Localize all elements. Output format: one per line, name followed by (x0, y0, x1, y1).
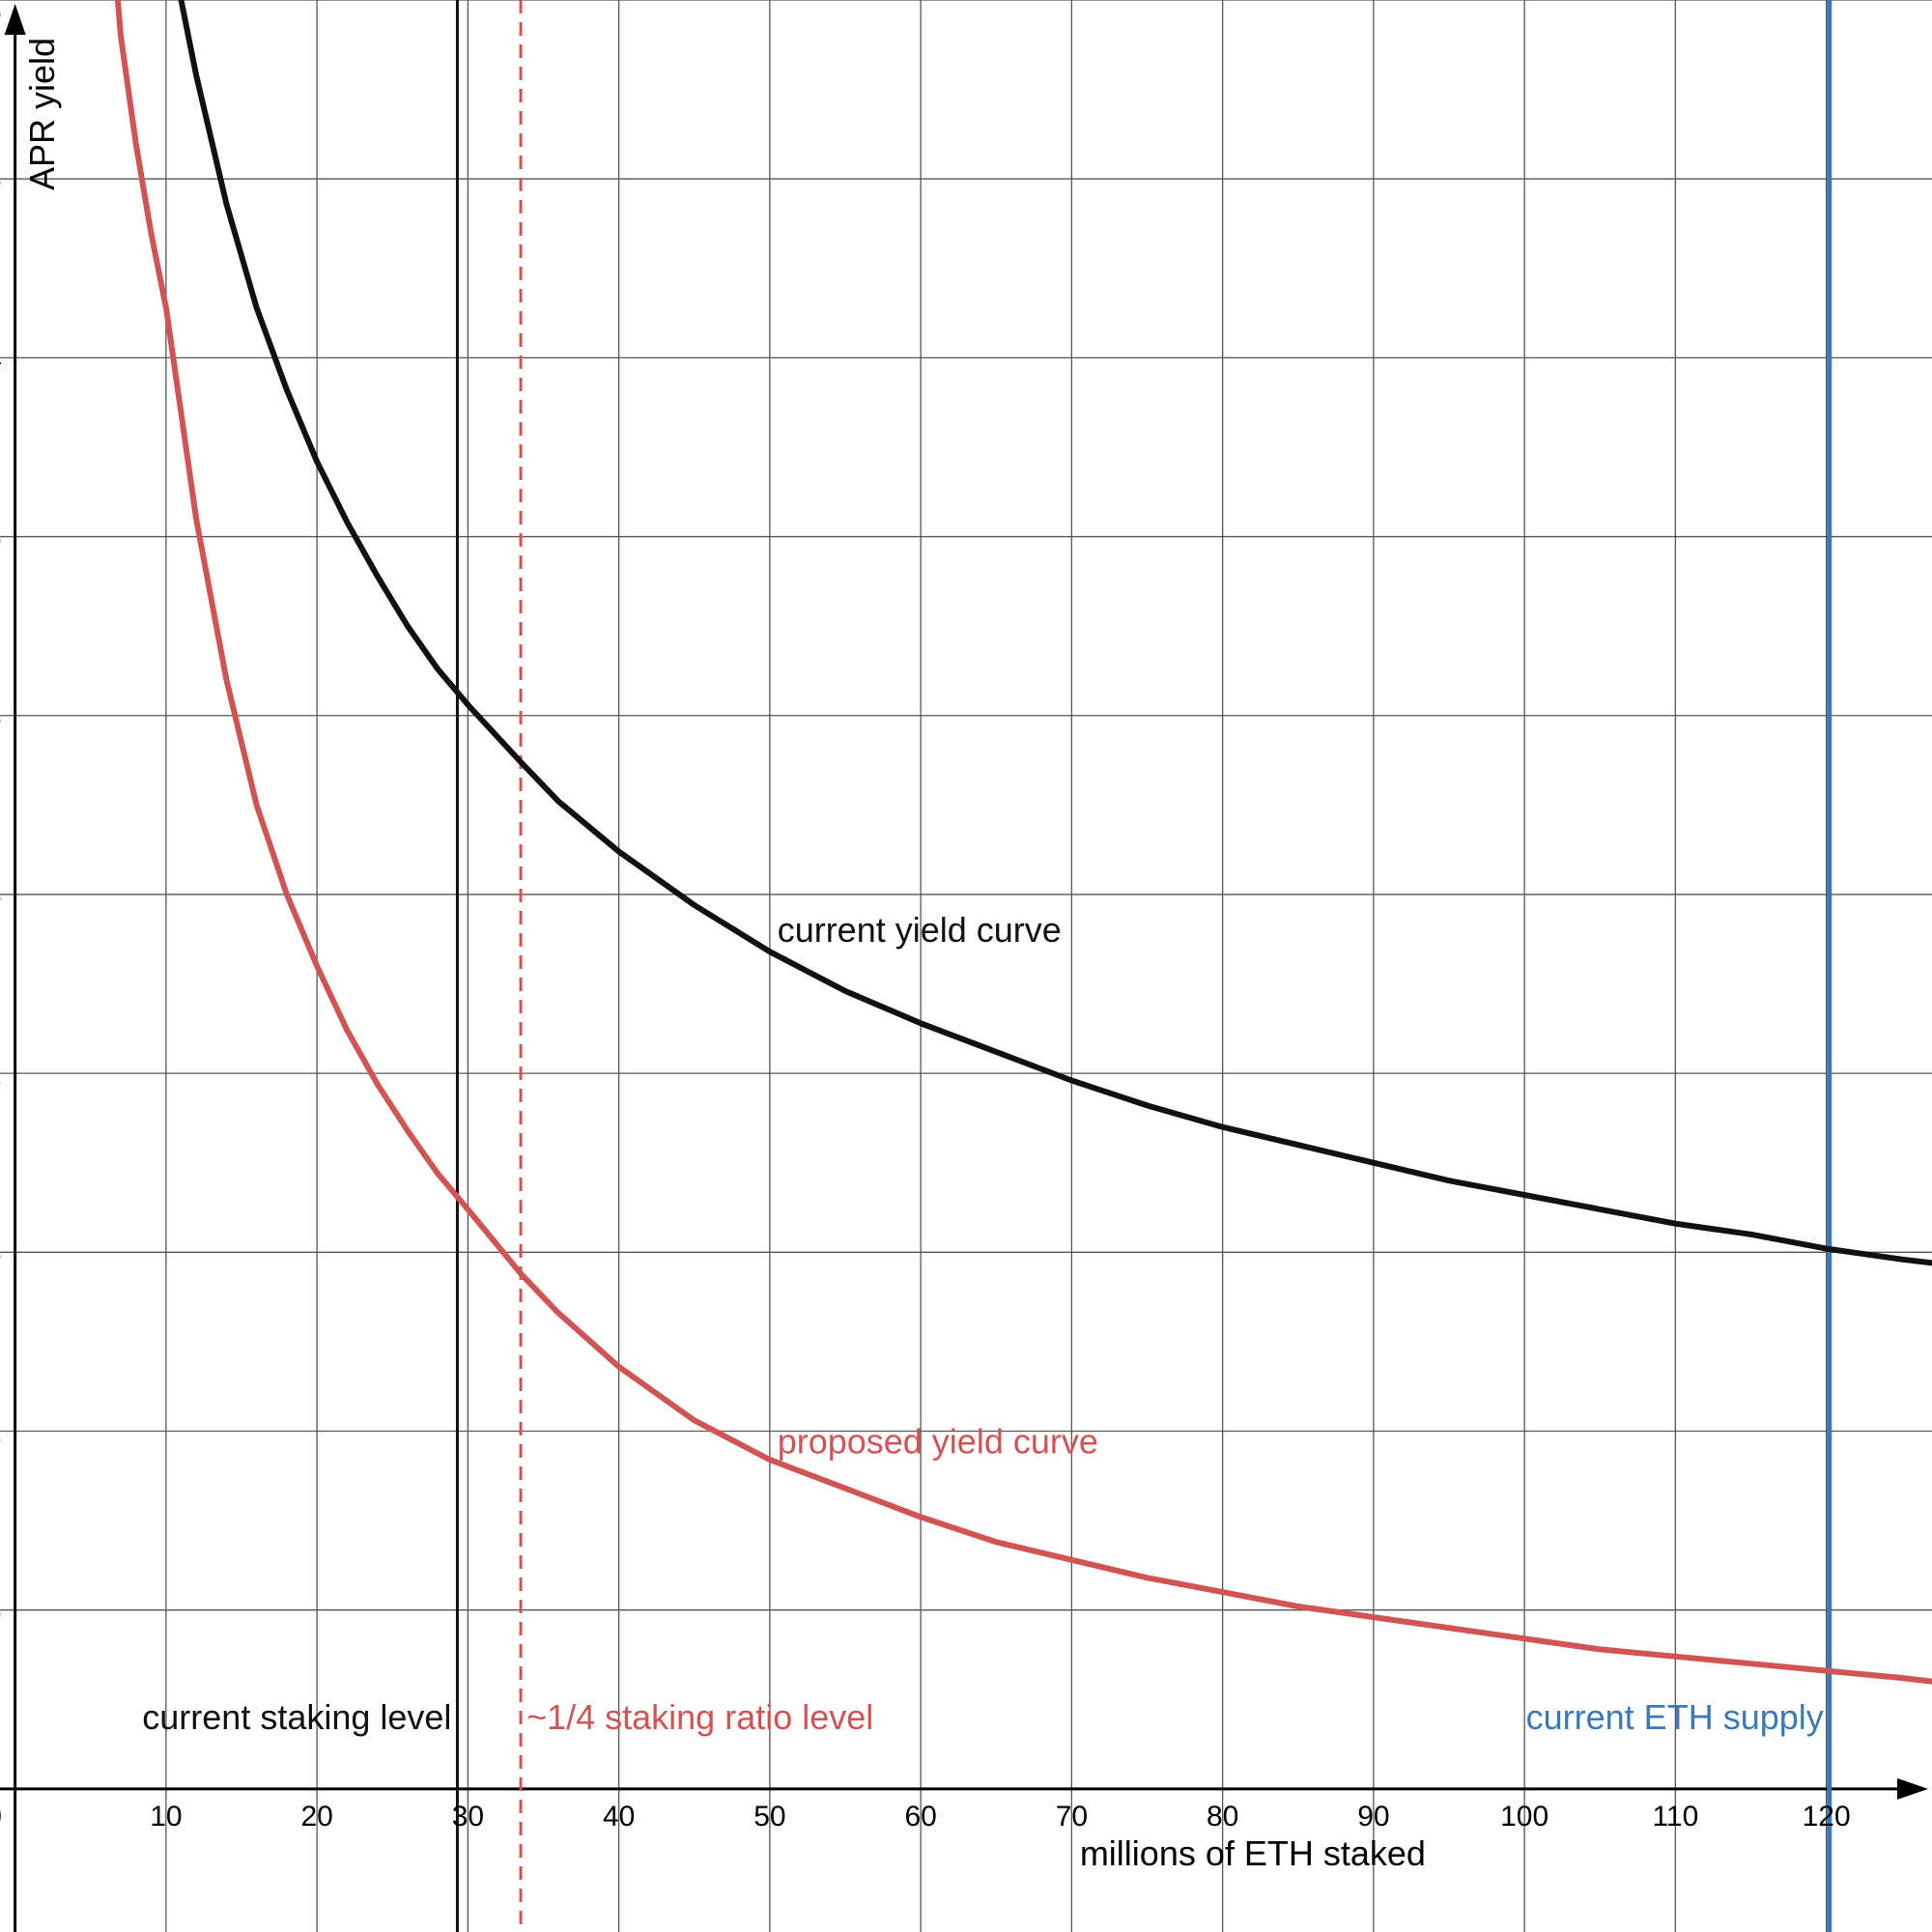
x-axis-title: millions of ETH staked (1080, 1833, 1426, 1873)
series (114, 0, 1932, 1685)
y-axis-title: APR yield (22, 38, 62, 190)
y-tick-label: 1 (0, 1416, 2, 1448)
y-tick-label: 2 (0, 1059, 2, 1091)
reference-line-label: ~1/4 staking ratio level (526, 1697, 873, 1737)
reference-line-label: current staking level (142, 1697, 451, 1737)
x-axis-arrow-icon (1897, 1777, 1928, 1800)
x-tick-label: 70 (1056, 1801, 1088, 1833)
x-tick-label: 20 (300, 1801, 332, 1833)
x-tick-label: 90 (1357, 1801, 1389, 1833)
y-tick-label: 3 (0, 701, 2, 733)
reference-line-label: current ETH supply (1526, 1697, 1824, 1737)
y-tick-label: 5 (0, 0, 2, 28)
x-tick-label: 0 (0, 1801, 2, 1833)
x-tick-label: 60 (904, 1801, 936, 1833)
reference-lines (455, 0, 1833, 1932)
x-tick-label: 10 (150, 1801, 182, 1833)
y-tick-label: 0.5 (0, 1596, 2, 1628)
x-tick-label: 120 (1803, 1801, 1851, 1833)
x-tick-label: 50 (753, 1801, 785, 1833)
axes (0, 4, 1928, 1932)
y-tick-label: 1.5 (0, 1237, 2, 1269)
y-tick-label: 4 (0, 343, 2, 375)
series-line (178, 0, 1932, 1266)
x-tick-label: 80 (1207, 1801, 1238, 1833)
x-tick-label: 100 (1500, 1801, 1548, 1833)
y-tick-label: 3.5 (0, 523, 2, 554)
curve-label: current yield curve (778, 910, 1062, 950)
y-tick-label: 4.5 (0, 164, 2, 196)
x-tick-label: 30 (452, 1801, 484, 1833)
x-tick-label: 110 (1652, 1801, 1698, 1833)
series-line (114, 0, 1932, 1685)
curve-label: proposed yield curve (778, 1422, 1098, 1462)
y-tick-label: 2.5 (0, 880, 2, 912)
x-tick-label: 40 (603, 1801, 635, 1833)
labels: 0 10 20 30 40 50 60 70 80 90 100 110 120 0.5 1 1.5 2 2.5 3… (0, 0, 1851, 1833)
y-axis-arrow-icon (4, 4, 26, 35)
